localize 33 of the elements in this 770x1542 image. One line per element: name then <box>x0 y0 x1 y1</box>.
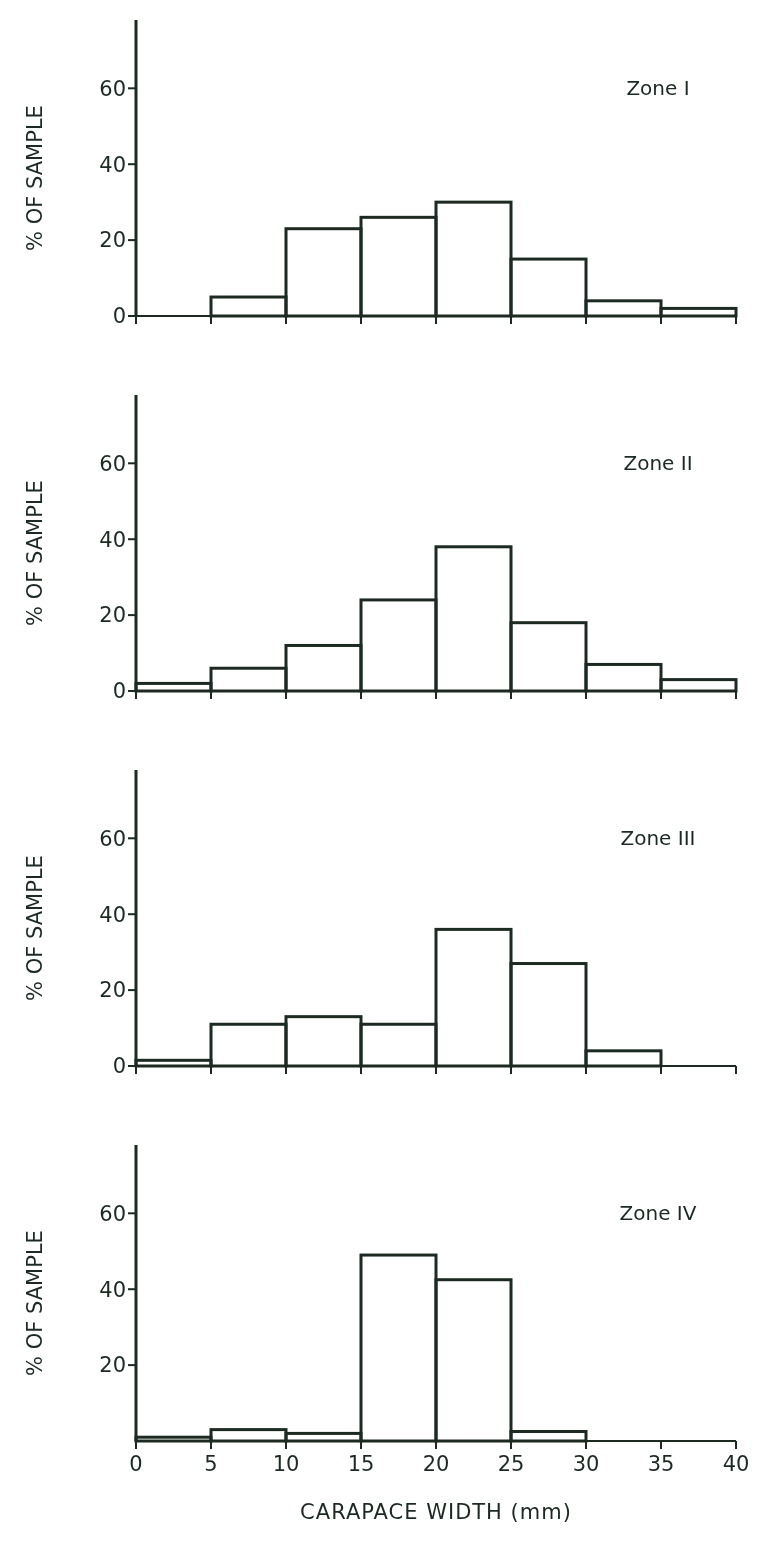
y-tick-label: 40 <box>99 1277 126 1302</box>
y-axis-title: % OF SAMPLE <box>23 855 47 1001</box>
x-tick-label: 0 <box>129 1452 143 1476</box>
y-tick-label: 60 <box>99 1201 126 1226</box>
x-tick-label: 5 <box>204 1452 218 1476</box>
y-tick-label: 60 <box>99 76 126 101</box>
y-axis-title: % OF SAMPLE <box>23 480 47 626</box>
x-tick-label: 15 <box>347 1452 375 1476</box>
text: Zone III <box>620 826 696 851</box>
text: Zone II <box>623 451 693 476</box>
x-tick-label: 35 <box>647 1452 675 1476</box>
x-tick-label: 20 <box>422 1452 450 1476</box>
y-axis-title: % OF SAMPLE <box>23 1230 47 1376</box>
y-axis-title: % OF SAMPLE <box>23 105 47 251</box>
y-tick-label: 20 <box>99 1353 126 1378</box>
text: Zone IV <box>619 1201 697 1226</box>
y-tick-label: 60 <box>99 451 126 476</box>
y-tick-label: 20 <box>99 603 126 628</box>
x-tick-label: 30 <box>572 1452 600 1476</box>
y-tick-label: 40 <box>99 902 126 927</box>
y-tick-label: 40 <box>99 527 126 552</box>
y-tick-label: 0 <box>112 1054 126 1079</box>
x-tick-label: 25 <box>497 1452 525 1476</box>
y-tick-label: 0 <box>112 679 126 704</box>
y-tick-label: 20 <box>99 978 126 1003</box>
text: Zone I <box>626 76 690 101</box>
y-tick-label: 60 <box>99 826 126 851</box>
y-tick-label: 0 <box>112 304 126 329</box>
x-tick-label: 10 <box>272 1452 300 1476</box>
y-tick-label: 40 <box>99 152 126 177</box>
x-tick-label: 40 <box>722 1452 750 1476</box>
y-tick-label: 20 <box>99 228 126 253</box>
x-axis-title: CARAPACE WIDTH (mm) <box>300 1500 572 1524</box>
